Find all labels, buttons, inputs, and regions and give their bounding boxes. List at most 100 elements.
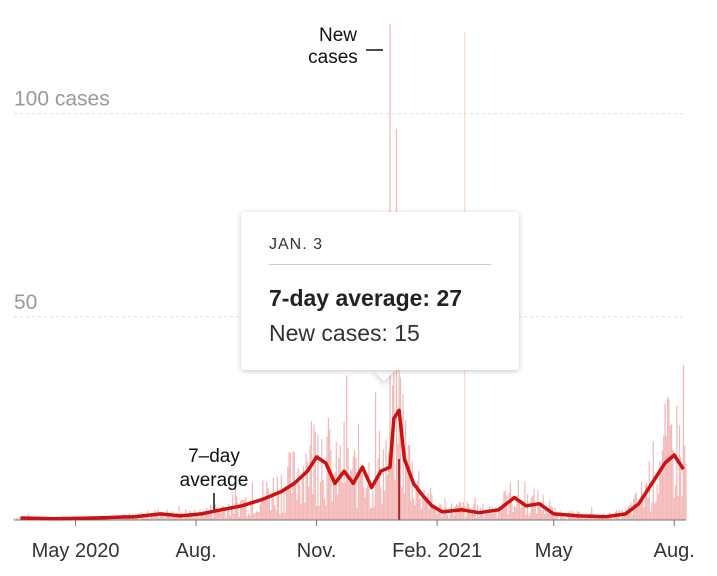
new-cases-bar xyxy=(217,509,219,520)
new-cases-bar xyxy=(242,499,244,520)
new-cases-bar xyxy=(674,485,677,520)
new-cases-bar xyxy=(285,487,288,520)
new-cases-bar xyxy=(213,506,216,520)
new-cases-bar xyxy=(665,436,667,520)
new-cases-bar xyxy=(18,517,20,520)
new-cases-bar xyxy=(394,480,396,520)
new-cases-bar xyxy=(112,518,115,520)
new-cases-bar xyxy=(651,502,653,520)
new-cases-bar xyxy=(669,425,671,520)
new-cases-bar xyxy=(587,516,589,520)
new-cases-bar xyxy=(284,512,286,520)
new-cases-bar xyxy=(13,517,15,520)
new-cases-bar xyxy=(419,498,421,520)
new-cases-bar xyxy=(367,485,369,520)
new-cases-bar xyxy=(296,499,298,520)
new-cases-bar xyxy=(363,487,365,520)
new-cases-bar xyxy=(276,476,278,520)
new-cases-bar xyxy=(496,517,498,520)
hovered-day-bar xyxy=(398,459,401,520)
hover-tooltip: JAN. 3 7-day average: 27 New cases: 15 xyxy=(241,212,519,370)
new-cases-bar xyxy=(219,508,221,520)
new-cases-bar xyxy=(563,518,565,520)
new-cases-bar xyxy=(617,514,619,520)
new-cases-bar xyxy=(196,512,198,520)
new-cases-bar xyxy=(492,513,495,520)
new-cases-bar xyxy=(445,507,447,520)
new-cases-bar xyxy=(401,487,403,520)
new-cases-bar xyxy=(536,513,538,520)
new-cases-bar xyxy=(149,517,151,520)
new-cases-bar xyxy=(642,495,644,520)
new-cases-bar xyxy=(281,512,284,520)
new-cases-bar xyxy=(300,504,302,520)
new-cases-bar xyxy=(376,479,378,520)
new-cases-bar xyxy=(333,474,335,520)
new-cases-bar xyxy=(356,507,358,520)
new-cases-bar xyxy=(346,375,348,520)
new-cases-bar xyxy=(267,488,269,520)
new-cases-bar xyxy=(663,435,665,520)
new-cases-bar xyxy=(245,496,247,520)
new-cases-bar xyxy=(631,514,633,520)
new-cases-bar xyxy=(515,507,517,520)
new-cases-bar xyxy=(361,473,364,520)
new-cases-bar xyxy=(534,504,536,520)
new-cases-bar xyxy=(610,516,612,520)
x-tick-label: Aug. xyxy=(654,540,695,562)
new-cases-bar xyxy=(583,518,585,520)
new-cases-bar xyxy=(369,508,371,520)
new-cases-bar xyxy=(575,517,577,520)
new-cases-bar xyxy=(656,484,658,520)
new-cases-bar xyxy=(160,513,162,520)
new-cases-bar xyxy=(225,517,227,520)
new-cases-bar xyxy=(407,444,409,520)
new-cases-bar xyxy=(682,364,684,520)
new-cases-bar xyxy=(202,511,204,520)
new-cases-bar xyxy=(428,509,430,520)
new-cases-bar xyxy=(321,439,323,520)
new-cases-bar xyxy=(457,505,459,520)
new-cases-bar xyxy=(250,500,252,520)
new-cases-bar xyxy=(520,507,522,520)
new-cases-bar xyxy=(384,491,386,520)
new-cases-bar xyxy=(478,516,480,520)
tooltip-date: JAN. 3 xyxy=(269,236,491,265)
new-cases-bar xyxy=(382,449,385,520)
new-cases-bar xyxy=(432,506,434,520)
new-cases-bar xyxy=(529,513,531,520)
new-cases-bar xyxy=(448,517,450,520)
new-cases-annotation-line1: New xyxy=(319,25,357,46)
new-cases-annotation-line2: cases xyxy=(308,47,358,68)
new-cases-bar xyxy=(414,505,416,520)
new-cases-bar xyxy=(516,495,518,520)
new-cases-bar xyxy=(380,487,382,520)
new-cases-bar xyxy=(465,516,467,520)
new-cases-bar xyxy=(657,494,660,520)
new-cases-bar xyxy=(670,424,673,520)
new-cases-bar xyxy=(153,512,155,520)
new-cases-bar xyxy=(230,507,233,520)
new-cases-bar xyxy=(484,513,487,520)
new-cases-bar xyxy=(525,514,527,520)
new-cases-bar xyxy=(313,424,315,520)
new-cases-bar xyxy=(678,425,681,520)
new-cases-bar xyxy=(636,505,639,520)
new-cases-bar xyxy=(581,517,584,520)
new-cases-bar xyxy=(650,511,652,520)
new-cases-bar xyxy=(287,466,289,520)
new-cases-bar xyxy=(336,494,339,520)
new-cases-bar xyxy=(639,498,641,520)
new-cases-bar xyxy=(312,494,314,520)
new-cases-bar xyxy=(676,405,678,520)
new-cases-bar xyxy=(207,512,209,520)
new-cases-bar xyxy=(164,518,166,520)
new-cases-bar xyxy=(326,436,328,520)
new-cases-bar xyxy=(347,448,349,520)
x-tick-label: May 2020 xyxy=(32,540,120,562)
new-cases-bar xyxy=(474,497,476,520)
new-cases-bar xyxy=(241,500,243,520)
new-cases-bar xyxy=(638,505,640,520)
new-cases-bar xyxy=(255,511,257,520)
